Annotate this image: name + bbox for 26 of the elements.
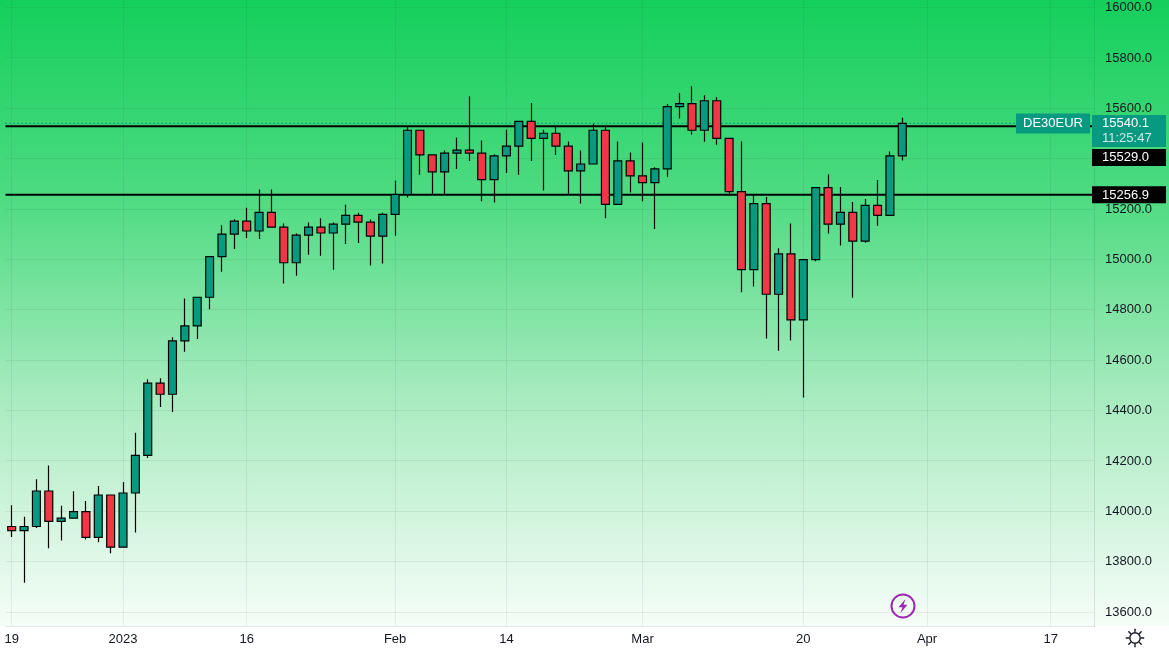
annotation: DE30EUR	[1023, 115, 1083, 131]
x-tick-label: 20	[796, 631, 811, 647]
x-tick-label: Feb	[383, 631, 407, 647]
ref-line-label: 15529.0	[1102, 149, 1149, 165]
y-tick-label: 16000.0	[1105, 0, 1152, 15]
y-tick-label: 14600.0	[1105, 351, 1152, 367]
ref-line-label: 15256.9	[1102, 186, 1149, 202]
text: 11:25:47	[1102, 130, 1152, 146]
x-tick-label: 16	[239, 631, 254, 647]
x-tick-label: 19	[4, 631, 19, 647]
x-tick-label: 2023	[108, 631, 138, 647]
y-tick-label: 15800.0	[1105, 49, 1152, 65]
y-tick-label: 15600.0	[1105, 99, 1152, 115]
y-tick-label: 14000.0	[1105, 502, 1152, 518]
y-tick-label: 14400.0	[1105, 402, 1152, 418]
x-tick-label: Apr	[916, 631, 938, 647]
y-tick-label: 13600.0	[1105, 603, 1152, 619]
y-tick-label: 14800.0	[1105, 301, 1152, 317]
y-tick-label: 13800.0	[1105, 553, 1152, 569]
ref-line-label: 15540.1	[1102, 115, 1149, 131]
y-tick-label: 14200.0	[1105, 452, 1152, 468]
y-tick-label: 15200.0	[1105, 200, 1152, 216]
y-tick-label: 15000.0	[1105, 251, 1152, 267]
x-tick-label: 17	[1043, 631, 1058, 647]
x-tick-label: 14	[499, 631, 514, 647]
x-tick-label: Mar	[631, 631, 655, 647]
